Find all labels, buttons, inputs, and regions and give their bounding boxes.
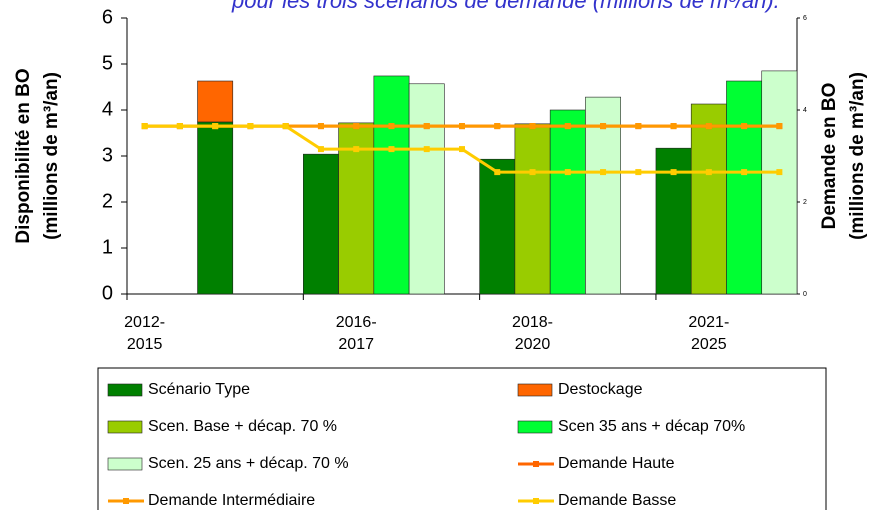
y-axis-title: (millions de m³/an) (41, 72, 62, 240)
line-marker (141, 123, 148, 130)
line-marker (600, 123, 607, 130)
y2-tick-label: 4 (803, 107, 807, 114)
y-tick-label: 0 (102, 282, 113, 304)
line-marker (564, 123, 571, 130)
legend-label: Destockage (558, 381, 643, 398)
y-tick-label: 5 (102, 52, 113, 74)
line-marker (600, 169, 607, 176)
line-marker (635, 169, 642, 176)
line-marker (459, 146, 465, 153)
y-tick-label: 3 (102, 144, 113, 166)
legend-label: Demande Intermédiaire (148, 492, 315, 509)
line-marker (494, 169, 501, 176)
y-tick-label: 6 (102, 6, 113, 28)
legend-swatch (107, 420, 143, 434)
line-marker (176, 123, 183, 130)
line-marker (353, 123, 360, 130)
legend-label: Scénario Type (148, 381, 250, 398)
y2-tick-label: 6 (803, 15, 807, 22)
line-marker (776, 169, 783, 176)
legend-swatch (533, 498, 539, 504)
bar (585, 96, 621, 295)
x-tick-label: 2018- 2020 (512, 314, 553, 353)
line-marker (741, 169, 748, 176)
line-marker (670, 123, 677, 130)
bar (373, 75, 410, 295)
y-tick-label: 1 (102, 236, 113, 258)
legend-label: Demande Haute (558, 455, 675, 472)
x-tick-label: 2012- 2015 (124, 314, 166, 353)
bar (197, 121, 234, 295)
legend-label: Scen. Base + décap. 70 % (148, 418, 337, 435)
line-marker (212, 123, 219, 130)
line-marker (317, 123, 324, 130)
y-tick-label: 2 (102, 190, 113, 212)
line-marker (776, 123, 783, 130)
line-marker (705, 169, 712, 176)
legend-swatch (517, 383, 553, 397)
bar (690, 103, 727, 295)
bar (761, 70, 798, 295)
legend-label: Demande Basse (558, 492, 676, 509)
line-marker (529, 169, 536, 176)
line-marker (635, 123, 642, 130)
line-marker (423, 123, 430, 130)
line-marker (459, 123, 465, 130)
line-marker (353, 146, 360, 153)
line-marker (670, 169, 677, 176)
y2-tick-label: 2 (803, 199, 807, 206)
legend-swatch (107, 383, 143, 397)
line-marker (282, 123, 289, 130)
bar (514, 123, 551, 295)
bar (479, 158, 516, 295)
y2-axis-title: Demande en BO (819, 83, 840, 230)
x-tick-label: 2021- 2025 (688, 314, 730, 353)
x-tick-label: 2016- 2017 (335, 314, 377, 353)
bar (303, 153, 339, 295)
legend-swatch (123, 498, 129, 504)
line-marker (247, 123, 254, 130)
legend-label: Scen 35 ans + décap 70% (558, 418, 745, 435)
legend-box (97, 367, 827, 510)
y-axis-title: Disponibilité en BO (13, 68, 34, 243)
legend-swatch (107, 457, 143, 471)
y-tick-label: 4 (102, 98, 113, 120)
line-marker (529, 123, 536, 130)
line-marker (388, 146, 395, 153)
legend-label: Scen. 25 ans + décap. 70 % (148, 455, 349, 472)
bar (408, 83, 445, 295)
y2-tick-label: 0 (803, 291, 807, 298)
line-marker (388, 123, 395, 130)
bar (726, 80, 763, 295)
line-marker (317, 146, 324, 153)
legend-swatch (517, 420, 553, 434)
legend-swatch (533, 461, 539, 467)
line-marker (705, 123, 712, 130)
chart-subtitle: pour les trois scénarios de demande (mil… (231, 0, 780, 13)
line-marker (494, 123, 501, 130)
line-marker (564, 169, 571, 176)
bar (197, 80, 234, 123)
line-marker (741, 123, 748, 130)
bar (549, 109, 586, 295)
line-marker (423, 146, 430, 153)
y2-axis-title: (millions de m³/an) (847, 72, 868, 240)
